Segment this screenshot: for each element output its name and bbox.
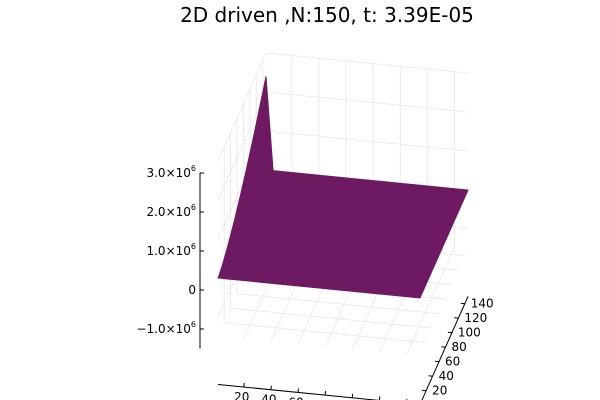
x-tick-mark — [324, 391, 327, 396]
surface-layer — [217, 76, 469, 299]
grid-line-z — [217, 52, 469, 162]
x-tick-label: 80 — [315, 398, 330, 400]
x-axis-line — [217, 384, 380, 400]
z-tick-label: 0 — [188, 283, 196, 297]
y-tick-label: 120 — [464, 311, 487, 325]
y-tick-mark — [428, 375, 433, 377]
y-tick-label: 20 — [432, 384, 447, 398]
x-tick-mark — [270, 385, 272, 390]
y-tick-label: 60 — [445, 355, 460, 369]
grid-line-y-60 — [236, 118, 440, 315]
chart-title: 2D driven ,N:150, t: 3.39E-05 — [180, 3, 474, 27]
y-tick-mark — [460, 302, 465, 305]
x-tick-label: 20 — [234, 390, 249, 400]
x-tick-label: 60 — [288, 395, 303, 400]
y-tick-mark — [454, 317, 459, 319]
x-tick-label: 40 — [261, 393, 276, 400]
x-tick-mark — [297, 388, 299, 393]
y-tick-mark — [434, 360, 440, 363]
y-tick-label: 80 — [451, 340, 466, 354]
y-tick-mark — [422, 389, 427, 392]
y-tick-label: 40 — [439, 369, 454, 383]
z-tick-label: 3.0×106 — [146, 164, 196, 180]
y-tick-label: 100 — [458, 326, 481, 340]
axis-layer — [199, 173, 469, 400]
z-tick-label: 1.0×106 — [146, 242, 196, 258]
x-tick-mark — [378, 396, 381, 400]
y-tick-mark — [441, 346, 446, 348]
grid-line-y-40 — [230, 132, 433, 329]
z-tick-label: −1.0×106 — [136, 320, 196, 336]
y-tick-mark — [447, 331, 452, 334]
tick-layer: 2040608010012014020406080100120140−1.0×1… — [136, 164, 494, 400]
grid-line-y-20 — [223, 147, 427, 344]
surface-edge-band — [217, 76, 274, 280]
y-tick-label: 140 — [471, 297, 494, 311]
x-tick-mark — [351, 393, 354, 398]
y-axis-line — [421, 296, 469, 400]
x-tick-mark — [243, 382, 245, 388]
grid-line-x-140 — [406, 71, 455, 356]
z-tick-label: 2.0×106 — [146, 203, 196, 219]
